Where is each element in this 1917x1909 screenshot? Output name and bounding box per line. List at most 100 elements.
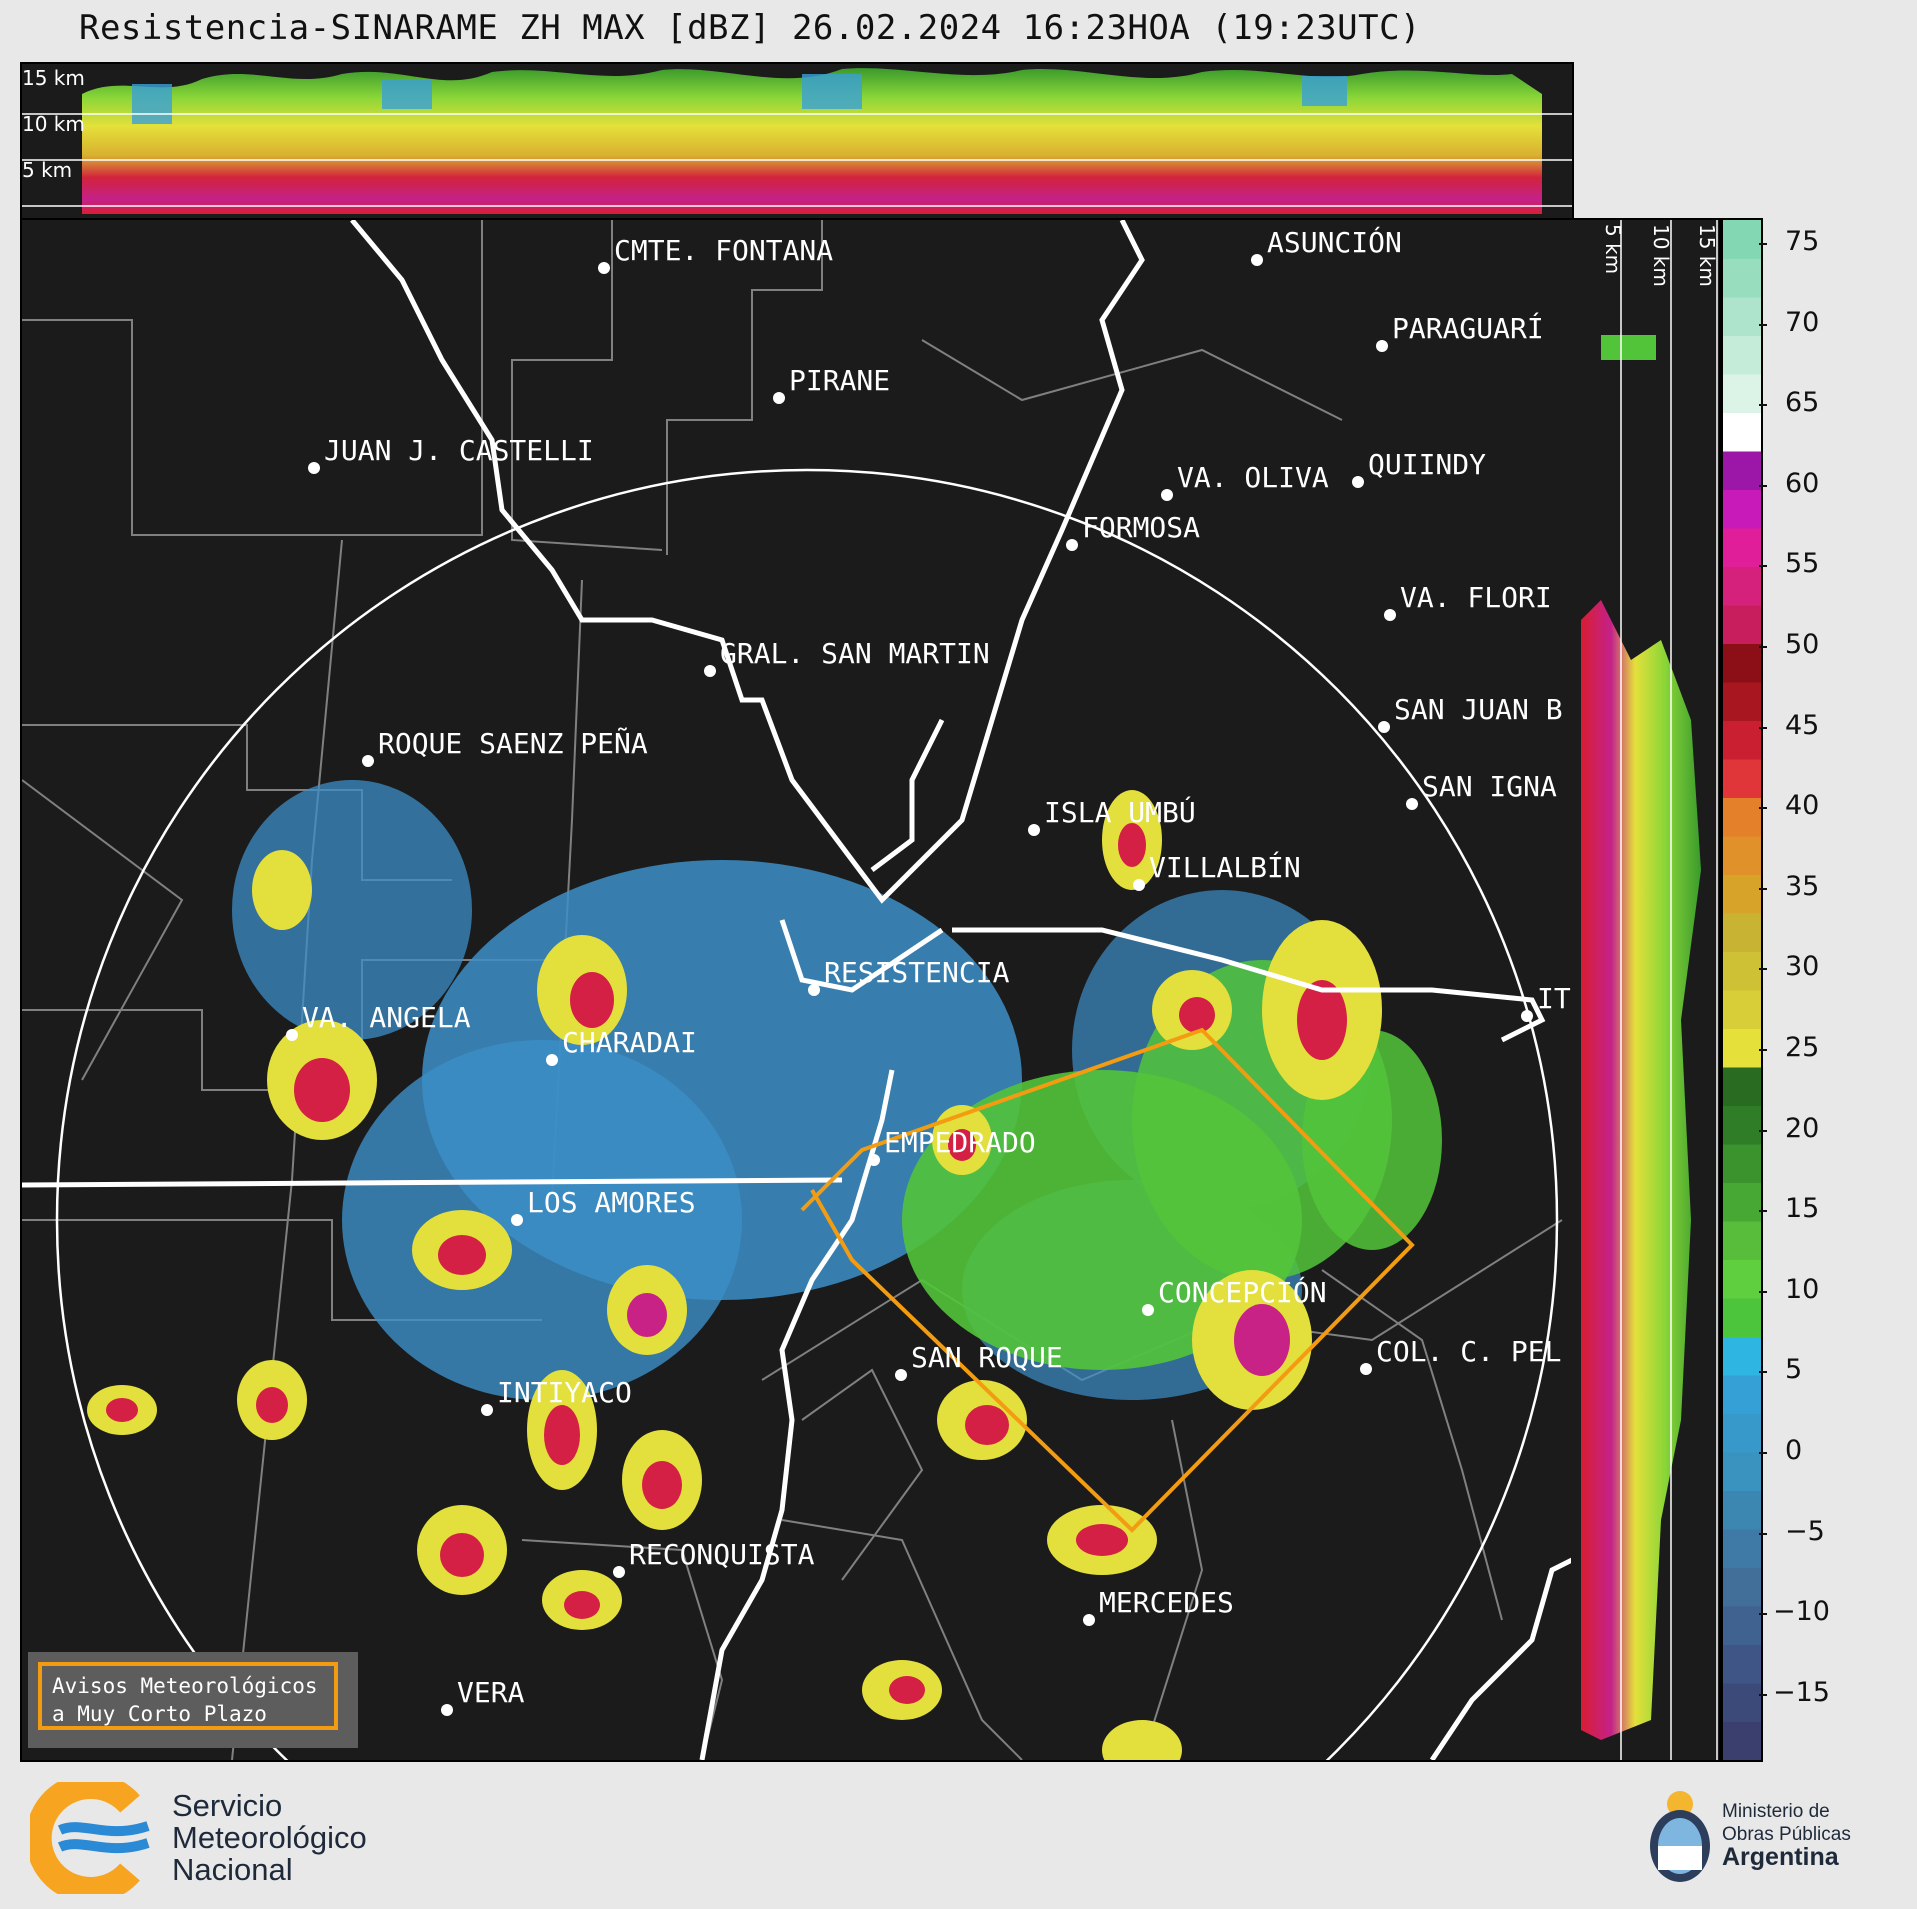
top-height-label-15: 15 km: [22, 66, 85, 90]
city-label: SAN ROQUE: [911, 1341, 1063, 1374]
colorbar-band: [1723, 874, 1761, 914]
colorbar-band: [1723, 1490, 1761, 1530]
smn-line-2: Meteorológico: [172, 1820, 367, 1855]
colorbar-band: [1723, 566, 1761, 606]
city-marker-icon: [1142, 1304, 1154, 1316]
smn-line-1: Servicio: [172, 1788, 283, 1823]
city-marker-icon: [1066, 539, 1078, 551]
colorbar-tick-mark: [1759, 1129, 1767, 1132]
colorbar-tick-mark: [1759, 887, 1767, 890]
notice-line-1: Avisos Meteorológicos: [52, 1674, 318, 1698]
colorbar-tick-label: 5: [1785, 1354, 1803, 1386]
colorbar-tick-mark: [1759, 1452, 1767, 1454]
colorbar-band: [1723, 1567, 1761, 1607]
city-marker-icon: [598, 262, 610, 274]
colorbar-tick-mark: [1759, 646, 1767, 648]
city-label: QUIINDY: [1368, 448, 1487, 481]
colorbar-band: [1723, 1413, 1761, 1453]
colorbar-band: [1723, 1221, 1761, 1260]
colorbar-tick-mark: [1759, 565, 1767, 568]
colorbar-tick-label: 75: [1785, 226, 1820, 257]
city-marker-icon: [1251, 254, 1263, 266]
side-cross-section: 5 km 10 km 15 km: [1571, 218, 1721, 1762]
side-height-label-10: 10 km: [1649, 224, 1673, 287]
colorbar-band: [1723, 990, 1761, 1029]
colorbar-tick-mark: [1759, 726, 1767, 729]
colorbar-band: [1723, 759, 1761, 798]
ministry-logo-text: Ministerio de Obras Públicas Argentina: [1722, 1800, 1851, 1871]
colorbar-tick-label: 15: [1785, 1193, 1820, 1225]
colorbar-band: [1723, 1529, 1761, 1568]
colorbar-band: [1723, 220, 1761, 259]
colorbar-band: [1723, 1028, 1761, 1068]
notice-line-2: a Muy Corto Plazo: [52, 1702, 267, 1726]
colorbar-tick-mark: [1759, 1049, 1767, 1051]
city-marker-icon: [773, 392, 785, 404]
colorbar-band: [1723, 951, 1761, 991]
city-marker-icon: [546, 1054, 558, 1066]
city-label: PIRANE: [789, 364, 891, 397]
colorbar-tick-mark: [1759, 1693, 1767, 1696]
ministry-line-3: Argentina: [1722, 1843, 1839, 1871]
city-marker-icon: [808, 984, 820, 996]
side-height-label-15: 15 km: [1695, 224, 1719, 287]
smn-logo-text: Servicio Meteorológico Nacional: [172, 1790, 367, 1886]
city-label: FORMOSA: [1082, 511, 1201, 544]
colorbar-band: [1723, 1721, 1761, 1761]
smn-logo-graphic: [25, 1773, 150, 1903]
colorbar-ticks: 75 70 65 60 55 50 45 40 35 30 25 20 15 10 5 0 −5 −10 −15: [1759, 218, 1909, 1758]
colorbar-tick-label: 20: [1785, 1112, 1820, 1144]
city-label: VERA: [457, 1676, 525, 1709]
city-label: CONCEPCIÓN: [1158, 1276, 1327, 1309]
colorbar-band: [1723, 643, 1761, 683]
range-ring: [55, 468, 1559, 1760]
city-label: MERCEDES: [1099, 1586, 1234, 1619]
radar-map-graphic: [22, 220, 1572, 1760]
colorbar-band: [1723, 412, 1761, 452]
smn-logo: [25, 1773, 150, 1903]
ministry-line-1: Ministerio de: [1722, 1801, 1830, 1822]
colorbar-tick-label: 45: [1785, 709, 1820, 741]
city-marker-icon: [704, 665, 716, 677]
city-label: VILLALBÍN: [1149, 851, 1301, 884]
radar-map[interactable]: CMTE. FONTANA ASUNCIÓN PARAGUARÍ PIRANE JUAN…: [20, 218, 1574, 1762]
colorbar-tick-label: 60: [1785, 467, 1820, 499]
city-marker-icon: [441, 1704, 453, 1716]
city-label: EMPEDRADO: [884, 1126, 1036, 1159]
top-height-label-10: 10 km: [22, 112, 85, 136]
notice-box[interactable]: Avisos Meteorológicos a Muy Corto Plazo: [28, 1652, 358, 1748]
colorbar-tick-label: 0: [1785, 1435, 1803, 1466]
city-label: ROQUE SAENZ PEÑA: [378, 727, 648, 760]
city-marker-icon: [1028, 824, 1040, 836]
city-label: PARAGUARÍ: [1392, 312, 1544, 345]
colorbar-tick-label: 65: [1785, 387, 1820, 419]
city-marker-icon: [481, 1404, 493, 1416]
rivers: [22, 220, 1572, 1760]
colorbar-tick-label: 35: [1785, 870, 1820, 902]
colorbar-band: [1723, 1067, 1761, 1106]
city-marker-icon: [613, 1566, 625, 1578]
city-label: COL. C. PEL: [1376, 1335, 1562, 1368]
colorbar-tick-label: 10: [1785, 1273, 1820, 1305]
dbz-colorbar: [1721, 218, 1763, 1762]
city-marker-icon: [1083, 1614, 1095, 1626]
colorbar-tick-label: 70: [1785, 306, 1820, 338]
colorbar-band: [1723, 528, 1761, 567]
warning-polygon[interactable]: [800, 1027, 1415, 1533]
colorbar-band: [1723, 1375, 1761, 1414]
colorbar-tick-mark: [1759, 807, 1767, 810]
colorbar-band: [1723, 489, 1761, 529]
city-label: VA. OLIVA: [1177, 461, 1329, 494]
city-label: ISLA UMBÚ: [1044, 796, 1196, 829]
smn-line-3: Nacional: [172, 1852, 293, 1887]
colorbar-band: [1723, 451, 1761, 490]
city-label: JUAN J. CASTELLI: [324, 434, 594, 467]
city-label: RECONQUISTA: [629, 1538, 815, 1571]
colorbar-band: [1723, 720, 1761, 760]
city-marker-icon: [1352, 476, 1364, 488]
city-label: VA. ANGELA: [302, 1001, 471, 1034]
colorbar-band: [1723, 374, 1761, 413]
city-label: SAN IGNA: [1422, 770, 1557, 803]
colorbar-band: [1723, 1644, 1761, 1684]
colorbar-band: [1723, 1182, 1761, 1222]
